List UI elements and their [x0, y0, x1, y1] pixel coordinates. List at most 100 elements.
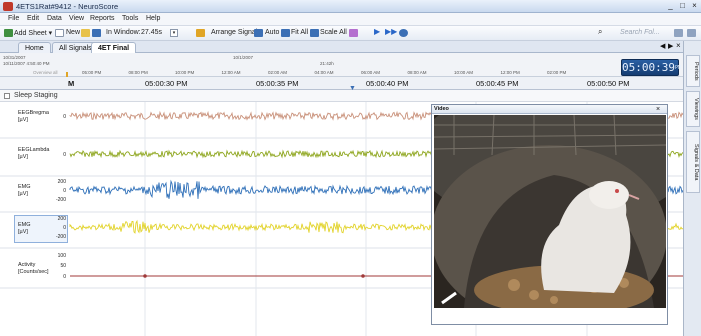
sleep-staging-expand-icon[interactable]	[4, 93, 10, 99]
clock-ampm: PM	[674, 65, 682, 71]
tab-home[interactable]: Home	[18, 42, 51, 53]
overview-tick-label: 02:00 PM	[547, 70, 567, 75]
overview-position-marker[interactable]	[66, 72, 68, 77]
channel-scale-label: 0	[63, 274, 66, 280]
tab-4et-final[interactable]: 4ET Final	[91, 42, 137, 53]
side-tab-signals-data[interactable]: Signals & Data	[686, 131, 700, 193]
overview-tick-label: 10:00 PM	[175, 70, 195, 75]
scale-all-button[interactable]: Scale All	[320, 29, 347, 36]
activity-point	[143, 274, 147, 278]
overview-tick-label: 06:00 AM	[361, 70, 381, 75]
open-folder-icon[interactable]	[81, 29, 90, 37]
channel-unit: [µV]	[18, 154, 28, 160]
export-icon[interactable]	[687, 29, 696, 37]
channel-unit: [Counts/sec]	[18, 269, 49, 275]
menu-reports[interactable]: Reports	[90, 15, 115, 22]
timeline-label-1: 05:00:30 PM	[145, 79, 188, 88]
timeline-label-5: 05:00:50 PM	[587, 79, 630, 88]
activity-point	[361, 274, 365, 278]
menu-help[interactable]: Help	[146, 15, 161, 22]
in-window-value[interactable]: 27.45s	[141, 29, 163, 36]
overview-tick-label: 05:00 PM	[82, 70, 102, 75]
menu-file[interactable]: File	[8, 15, 20, 22]
channel-label-activity[interactable]: Activity [Counts/sec]	[0, 262, 70, 276]
video-title-bar[interactable]: Video	[432, 105, 667, 114]
timeline-label-3: 05:00:40 PM	[366, 79, 409, 88]
timeline-label-4: 05:00:45 PM	[476, 79, 519, 88]
channel-label-emg-1[interactable]: EMG [µV]	[0, 184, 70, 198]
arrange-signals-button[interactable]: Arrange Signals	[211, 29, 261, 36]
timeline-label-2: 05:00:35 PM	[256, 79, 299, 88]
play-icon[interactable]: ▶	[374, 27, 381, 36]
sleep-staging-row[interactable]: Sleep Staging	[0, 90, 683, 102]
fit-all-icon	[281, 29, 290, 37]
auto-icon	[254, 29, 263, 37]
pen-icon[interactable]	[349, 29, 358, 37]
menu-view[interactable]: View	[69, 15, 85, 22]
video-window[interactable]: Video ×	[431, 104, 668, 325]
overview-tick-label: 12:00 AM	[221, 70, 241, 75]
new-icon	[55, 29, 64, 37]
side-panel: Periods Viewings Signals & Data	[683, 41, 701, 336]
minimize-button[interactable]: _	[668, 1, 673, 10]
channel-unit: [µV]	[18, 229, 28, 235]
video-title: Video	[434, 106, 449, 112]
channel-name: EEGBregma	[18, 110, 49, 116]
menu-data[interactable]: Data	[47, 15, 62, 22]
channel-label-emg-2[interactable]: EMG [µV]	[0, 222, 70, 236]
channel-name: Activity	[18, 262, 36, 268]
channel-name: EEGLambda	[18, 147, 50, 153]
cursor-marker-icon[interactable]: ▼	[349, 85, 356, 92]
auto-button[interactable]: Auto	[265, 29, 280, 36]
timeline-ruler[interactable]: M 05:00:30 PM 05:00:35 PM 05:00:40 PM 05…	[0, 77, 683, 92]
clock-time: 05:00:39	[622, 61, 675, 74]
add-sheet-button[interactable]: Add Sheet ▾	[14, 30, 53, 37]
new-button[interactable]: New	[66, 29, 81, 36]
close-button[interactable]: ×	[692, 1, 697, 10]
fast-forward-icon[interactable]: ▶▶	[385, 27, 398, 36]
sheet-tab-bar: Home All Signals 4ET Final ◀ ▶ ×	[0, 41, 701, 53]
channel-unit: [µV]	[18, 117, 28, 123]
menu-bar: File Edit Data View Reports Tools Help	[0, 13, 701, 26]
channel-scale-label: 50	[60, 263, 66, 269]
channel-scale-label: -200	[55, 197, 66, 203]
video-close-icon[interactable]: ×	[656, 106, 661, 113]
channel-selected-highlight	[14, 215, 68, 243]
menu-edit[interactable]: Edit	[27, 15, 40, 22]
add-sheet-icon	[4, 29, 13, 37]
help-icon[interactable]	[399, 29, 408, 37]
channel-label-eeglambda[interactable]: EEGLambda [µV]	[0, 147, 70, 161]
tab-scroll-left-icon[interactable]: ◀	[660, 43, 666, 50]
print-icon[interactable]	[674, 29, 683, 37]
side-tab-periods[interactable]: Periods	[686, 55, 700, 87]
channel-scale-label: 100	[57, 253, 66, 259]
timeline-marker: M	[68, 79, 75, 88]
save-icon[interactable]	[92, 29, 101, 37]
overview-date-right: 10/1/2007	[233, 55, 254, 60]
channel-scale-label: 0	[63, 114, 66, 120]
overview-start-time: 10/11/2007 4:50:40 PM	[3, 61, 50, 66]
menu-tools[interactable]: Tools	[122, 15, 139, 22]
channel-scale-label: 200	[57, 179, 66, 185]
sleep-staging-label: Sleep Staging	[14, 92, 58, 99]
current-time-display: 05:00:39PM	[621, 59, 682, 76]
search-input[interactable]: Search Fol...	[620, 29, 660, 36]
tab-scroll-right-icon[interactable]: ▶	[668, 43, 674, 50]
channel-label-eegbregma[interactable]: EEGBregma [µV]	[0, 110, 70, 124]
overview-strip[interactable]: 10/31/2007 10/1/2007 10/11/2007 4:50:40 …	[0, 53, 683, 77]
maximize-button[interactable]: □	[680, 1, 685, 10]
side-tab-viewings[interactable]: Viewings	[686, 91, 700, 127]
overview-tick-label: 08:00 PM	[128, 70, 148, 75]
fit-all-button[interactable]: Fit All	[291, 29, 309, 36]
video-image-rat-in-cage	[434, 115, 666, 308]
lock-icon[interactable]	[196, 29, 205, 37]
video-frame[interactable]	[434, 115, 666, 308]
in-window-dropdown-icon[interactable]: ▾	[170, 29, 178, 37]
overview-center-tick: 21:42h	[320, 61, 334, 66]
overview-label: Overview all	[33, 70, 58, 75]
toolbar: Add Sheet ▾ New In Window: 27.45s ▾ Arra…	[0, 26, 701, 41]
search-icon[interactable]: ⌕	[598, 27, 603, 36]
tab-close-icon[interactable]: ×	[676, 41, 681, 50]
in-window-label: In Window:	[106, 29, 141, 36]
overview-date-left: 10/31/2007	[3, 55, 26, 60]
